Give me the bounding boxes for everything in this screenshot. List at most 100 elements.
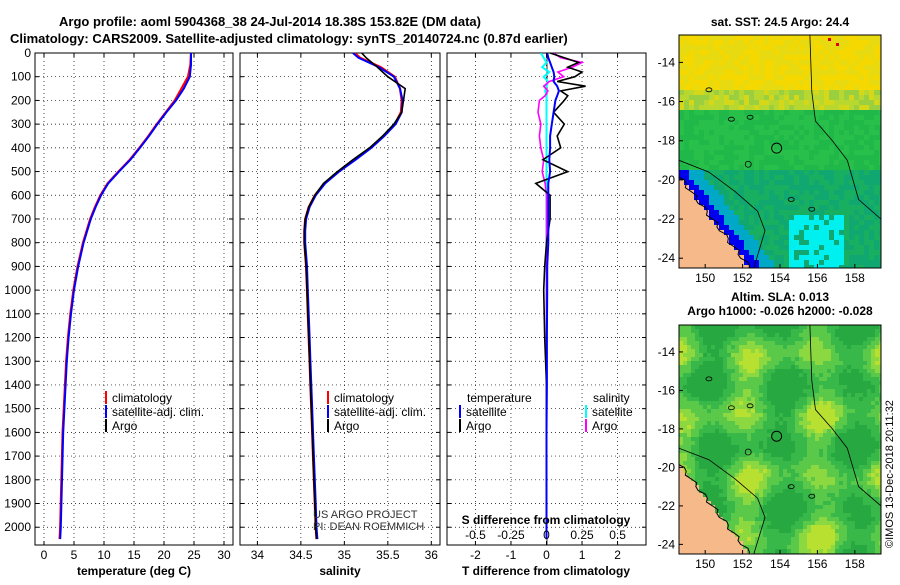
map-cell [735,329,740,334]
map-cell [764,140,770,146]
map-cell [839,517,844,522]
map-cell [831,473,836,478]
map-cell [751,365,756,370]
map-cell [799,70,805,76]
map-cell [747,477,752,482]
map-cell [727,501,732,506]
map-cell [823,413,828,418]
map-cell [839,349,844,354]
map-cell [823,433,828,438]
map-cell [683,393,688,398]
map-cell [849,95,855,101]
map-cell [843,489,848,494]
map-cell [839,365,844,370]
map-cell [843,417,848,422]
map-cell [824,185,830,191]
map-cell [749,75,755,81]
map-cell [699,70,705,76]
map-cell [814,85,820,91]
map-cell [795,525,800,530]
map-cell [859,501,864,506]
map-cell [855,513,860,518]
map-cell [847,353,852,358]
map-cell [787,345,792,350]
map-cell [824,145,830,151]
map-cell [704,190,710,196]
map-cell [844,40,850,46]
map-cell [879,255,885,261]
map-cell [809,55,815,61]
map-cell [803,521,808,526]
x-tick-label-top: 0 [543,528,550,542]
map-cell [743,397,748,402]
map-cell [804,155,810,161]
map-cell [709,195,715,201]
map-cell [707,365,712,370]
map-cell [691,445,696,450]
map-cell [851,421,856,426]
map-cell [691,373,696,378]
map-cell [691,329,696,334]
map-cell [727,369,732,374]
map-cell [763,393,768,398]
map-cell [743,345,748,350]
map-cell [851,341,856,346]
map-cell [831,461,836,466]
map-cell [744,140,750,146]
map-cell [695,457,700,462]
map-cell [684,200,690,206]
map-cell [829,180,835,186]
map-cell [843,341,848,346]
map-cell [879,40,885,46]
map-cell [707,477,712,482]
map-cell [779,70,785,76]
map-cell [795,373,800,378]
map-cell [751,473,756,478]
map-cell [815,481,820,486]
map-cell [811,341,816,346]
map-cell [847,521,852,526]
map-cell [735,441,740,446]
map-cell [739,205,745,211]
map-cell [704,225,710,231]
map-cell [727,397,732,402]
map-cell [839,160,845,166]
map-cell [849,145,855,151]
map-cell [824,65,830,71]
map-cell [847,357,852,362]
map-cell [699,100,705,106]
map-cell [769,90,775,96]
map-cell [707,349,712,354]
map-cell [794,165,800,171]
map-cell [815,457,820,462]
map-cell [759,260,765,266]
map-cell [724,50,730,56]
map-cell [829,255,835,261]
map-cell [747,333,752,338]
map-cell [844,35,850,41]
map-cell [714,40,720,46]
map-cell [679,413,684,418]
map-cell [754,125,760,131]
map-cell [834,240,840,246]
map-cell [749,60,755,66]
map-cell [827,525,832,530]
map-cell [879,120,885,126]
map-cell [847,405,852,410]
map-cell [775,469,780,474]
map-cell [791,425,796,430]
map-cell [691,325,696,330]
map-cell [871,341,876,346]
map-cell [779,40,785,46]
map-cell [719,95,725,101]
map-cell [739,75,745,81]
map-cell [789,220,795,226]
depth-tick-label: 700 [11,212,31,226]
map-cell [683,509,688,514]
map-cell [747,385,752,390]
map-cell [779,155,785,161]
map-cell [747,337,752,342]
map-cell [759,180,765,186]
map-cell [687,421,692,426]
map-cell [803,481,808,486]
